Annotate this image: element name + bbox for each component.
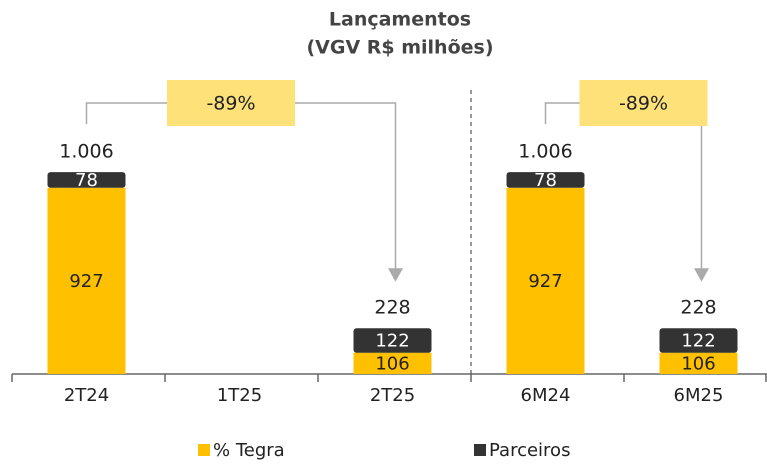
annotation-text: -89% bbox=[619, 93, 668, 115]
total-label: 1.006 bbox=[518, 141, 572, 163]
total-label: 228 bbox=[680, 297, 716, 319]
x-tick-label: 2T25 bbox=[370, 385, 415, 406]
bar-segment bbox=[506, 187, 585, 374]
bar-segment bbox=[506, 172, 585, 188]
annotation-bracket bbox=[85, 102, 403, 282]
bar-segment bbox=[659, 352, 738, 374]
segment-label: 106 bbox=[681, 353, 715, 374]
bar-segment bbox=[47, 172, 126, 188]
segment-label: 106 bbox=[375, 353, 409, 374]
bar-segment bbox=[353, 352, 432, 374]
x-tick-label: 6M25 bbox=[674, 385, 724, 406]
bar-segment bbox=[47, 187, 126, 374]
legend-swatch bbox=[474, 444, 486, 456]
segment-label: 927 bbox=[69, 271, 103, 292]
segment-label: 122 bbox=[375, 330, 409, 351]
total-label: 228 bbox=[374, 297, 410, 319]
segment-label: 122 bbox=[681, 330, 715, 351]
segment-label: 78 bbox=[534, 170, 557, 191]
legend-label: Parceiros bbox=[489, 440, 570, 461]
chart-title: Lançamentos bbox=[329, 9, 471, 31]
x-tick-label: 1T25 bbox=[217, 385, 262, 406]
bar-segment bbox=[659, 328, 738, 353]
annotation-text: -89% bbox=[206, 93, 255, 115]
segment-label: 927 bbox=[528, 271, 562, 292]
annotation-box bbox=[167, 80, 295, 126]
segment-label: 78 bbox=[75, 170, 98, 191]
x-tick-label: 2T24 bbox=[64, 385, 109, 406]
legend-label: % Tegra bbox=[213, 440, 285, 461]
bar-segment bbox=[353, 328, 432, 353]
legend-swatch bbox=[198, 444, 210, 456]
total-label: 1.006 bbox=[59, 141, 113, 163]
annotation-box bbox=[579, 80, 708, 126]
x-tick-label: 6M24 bbox=[521, 385, 571, 406]
chart-subtitle: (VGV R$ milhões) bbox=[306, 37, 493, 59]
